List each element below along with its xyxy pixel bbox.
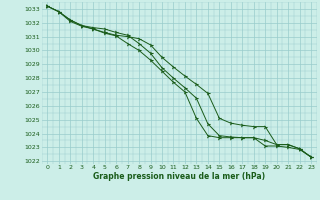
X-axis label: Graphe pression niveau de la mer (hPa): Graphe pression niveau de la mer (hPa) [93,172,265,181]
